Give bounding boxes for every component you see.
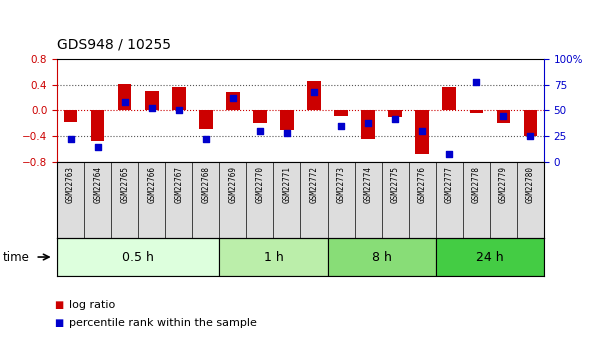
Text: 8 h: 8 h bbox=[371, 250, 392, 264]
Bar bbox=[361, 110, 375, 139]
Bar bbox=[436, 238, 544, 276]
Bar bbox=[57, 238, 219, 276]
Text: 24 h: 24 h bbox=[476, 250, 504, 264]
Bar bbox=[226, 92, 240, 110]
Text: GSM22769: GSM22769 bbox=[228, 166, 237, 203]
Point bbox=[471, 80, 481, 85]
Bar bbox=[523, 110, 537, 136]
Text: GSM22764: GSM22764 bbox=[93, 166, 102, 203]
Point bbox=[498, 113, 508, 118]
Point bbox=[147, 106, 156, 111]
Bar bbox=[334, 110, 348, 116]
Text: GSM22780: GSM22780 bbox=[526, 166, 535, 203]
Point bbox=[444, 151, 454, 157]
Bar bbox=[118, 84, 132, 110]
Point bbox=[282, 130, 291, 136]
Text: GSM22770: GSM22770 bbox=[255, 166, 264, 203]
Text: log ratio: log ratio bbox=[69, 300, 115, 310]
Bar bbox=[415, 110, 429, 155]
Text: 0.5 h: 0.5 h bbox=[122, 250, 154, 264]
Bar bbox=[469, 110, 483, 113]
Text: GSM22768: GSM22768 bbox=[201, 166, 210, 203]
Text: GSM22763: GSM22763 bbox=[66, 166, 75, 203]
Bar bbox=[280, 110, 294, 130]
Point bbox=[228, 95, 238, 101]
Bar bbox=[496, 110, 510, 124]
Text: GSM22765: GSM22765 bbox=[120, 166, 129, 203]
Point bbox=[525, 134, 535, 139]
Text: GSM22778: GSM22778 bbox=[472, 166, 481, 203]
Point bbox=[120, 99, 129, 105]
Point bbox=[201, 137, 210, 142]
Text: GSM22771: GSM22771 bbox=[282, 166, 291, 203]
Text: percentile rank within the sample: percentile rank within the sample bbox=[69, 318, 257, 327]
Text: GSM22767: GSM22767 bbox=[174, 166, 183, 203]
Point bbox=[417, 128, 427, 134]
Bar bbox=[328, 238, 436, 276]
Text: GSM22779: GSM22779 bbox=[499, 166, 508, 203]
Text: ■: ■ bbox=[54, 300, 63, 310]
Bar bbox=[253, 110, 267, 124]
Text: GSM22772: GSM22772 bbox=[310, 166, 319, 203]
Text: time: time bbox=[3, 250, 30, 264]
Text: GSM22773: GSM22773 bbox=[337, 166, 346, 203]
Bar bbox=[219, 238, 328, 276]
Point bbox=[309, 89, 319, 95]
Point bbox=[93, 144, 102, 149]
Text: GSM22776: GSM22776 bbox=[418, 166, 427, 203]
Text: 1 h: 1 h bbox=[264, 250, 283, 264]
Text: ■: ■ bbox=[54, 318, 63, 327]
Bar bbox=[388, 110, 402, 117]
Bar bbox=[199, 110, 213, 128]
Bar bbox=[172, 87, 186, 110]
Point bbox=[255, 128, 264, 134]
Bar bbox=[442, 87, 456, 110]
Bar bbox=[64, 110, 78, 122]
Point bbox=[363, 120, 373, 126]
Point bbox=[391, 116, 400, 121]
Bar bbox=[91, 110, 105, 141]
Text: GSM22774: GSM22774 bbox=[364, 166, 373, 203]
Text: GSM22775: GSM22775 bbox=[391, 166, 400, 203]
Bar bbox=[307, 81, 321, 110]
Bar bbox=[145, 91, 159, 110]
Text: GSM22777: GSM22777 bbox=[445, 166, 454, 203]
Point bbox=[66, 137, 76, 142]
Text: GDS948 / 10255: GDS948 / 10255 bbox=[57, 38, 171, 52]
Text: GSM22766: GSM22766 bbox=[147, 166, 156, 203]
Point bbox=[336, 123, 346, 129]
Point bbox=[174, 108, 183, 113]
